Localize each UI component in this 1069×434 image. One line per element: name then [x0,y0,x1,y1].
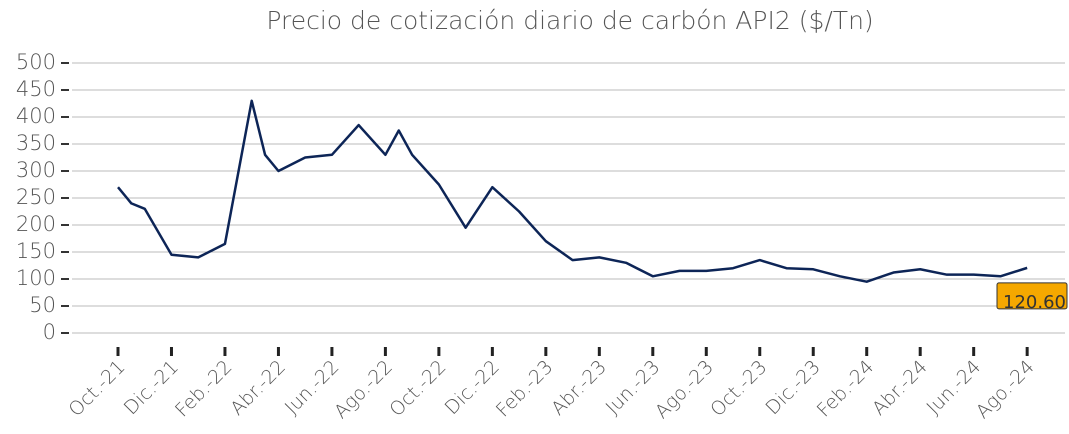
price-line [117,99,1028,283]
x-tick-label: Abr.-22 [226,356,290,420]
y-tick-label: 50 [29,293,56,317]
y-tick-label: 500 [16,50,56,74]
x-tick-label: Oct.-21 [65,356,130,421]
last-value-label: 120.60 [1003,292,1066,313]
x-tick-label: Abr.-23 [547,356,611,420]
x-tick-label: Feb.-24 [813,356,879,422]
y-tick-label: 100 [16,266,56,290]
last-value-box [996,282,1068,310]
x-tick-label: Feb.-22 [171,356,237,422]
y-tick-label: 0 [43,320,56,344]
y-tick-label: 400 [16,104,56,128]
y-tick-label: 350 [16,131,56,155]
y-tick-label: 200 [16,212,56,236]
x-tick-label: Oct.-22 [385,356,450,421]
y-tick-label: 450 [16,77,56,101]
x-tick-label: Ago.-22 [330,356,397,423]
x-tick-label: Ago.-23 [651,356,718,423]
y-tick-label: 150 [16,239,56,263]
x-tick-label: Abr.-24 [868,356,932,420]
x-tick-label: Ago.-24 [972,356,1039,423]
chart-title: Precio de cotización diario de carbón AP… [266,6,873,35]
y-tick-label: 250 [16,185,56,209]
x-tick-label: Feb.-23 [492,356,558,422]
y-tick-label: 300 [16,158,56,182]
x-tick-label: Oct.-23 [706,356,771,421]
